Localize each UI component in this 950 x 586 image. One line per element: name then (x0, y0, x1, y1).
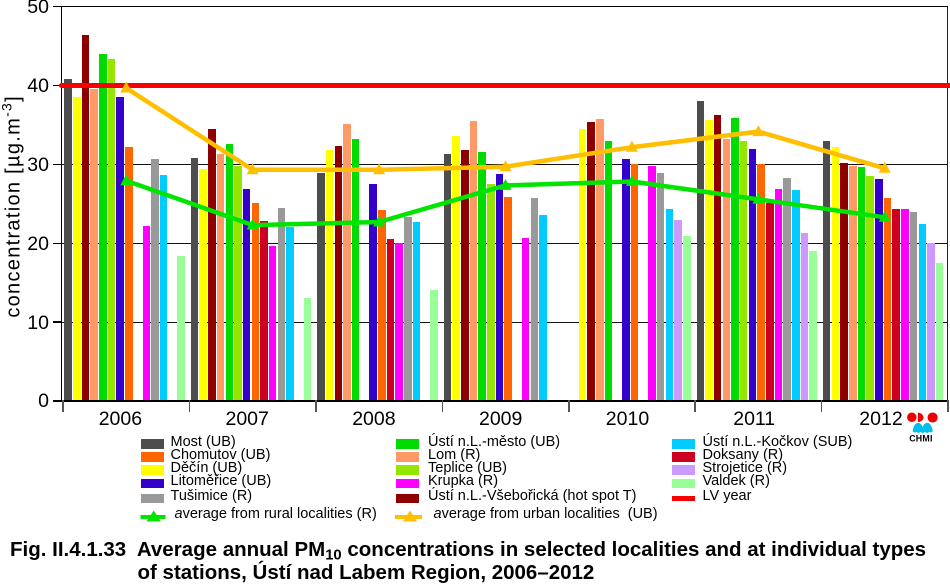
svg-text:CHMI: CHMI (909, 433, 932, 443)
